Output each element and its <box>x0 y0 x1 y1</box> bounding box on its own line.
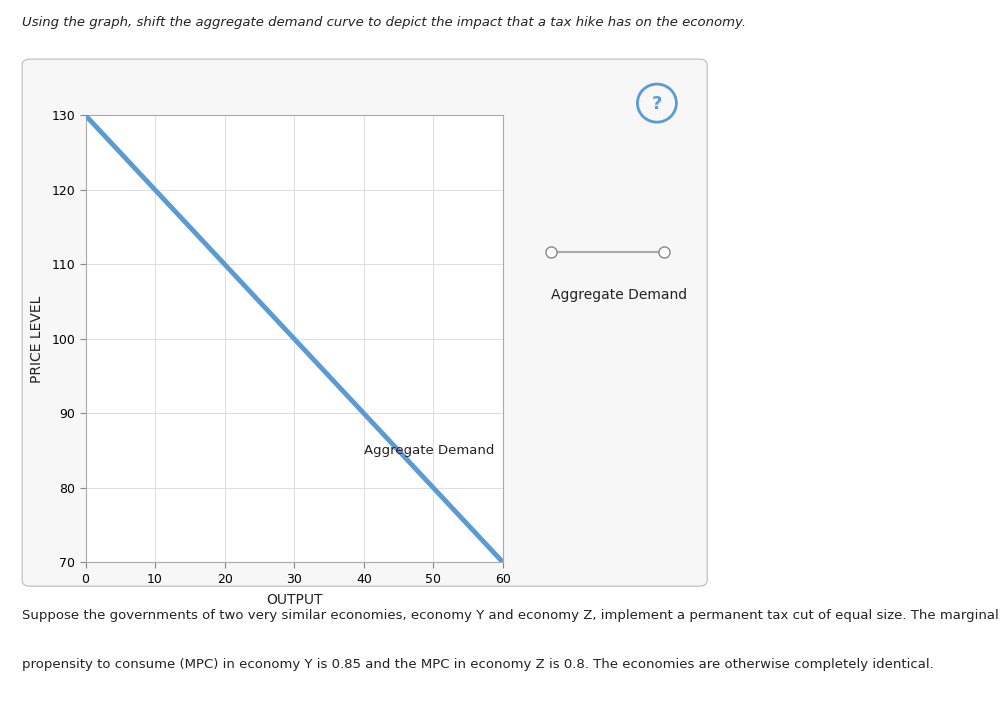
Y-axis label: PRICE LEVEL: PRICE LEVEL <box>30 295 44 383</box>
Text: Suppose the governments of two very similar economies, economy Y and economy Z, : Suppose the governments of two very simi… <box>22 609 999 622</box>
Text: Aggregate Demand: Aggregate Demand <box>364 444 494 457</box>
Text: ?: ? <box>652 95 662 113</box>
X-axis label: OUTPUT: OUTPUT <box>266 593 323 607</box>
Text: Aggregate Demand: Aggregate Demand <box>551 288 687 302</box>
Text: Using the graph, shift the aggregate demand curve to depict the impact that a ta: Using the graph, shift the aggregate dem… <box>22 16 746 29</box>
Text: propensity to consume (MPC) in economy Y is 0.85 and the MPC in economy Z is 0.8: propensity to consume (MPC) in economy Y… <box>22 658 934 671</box>
